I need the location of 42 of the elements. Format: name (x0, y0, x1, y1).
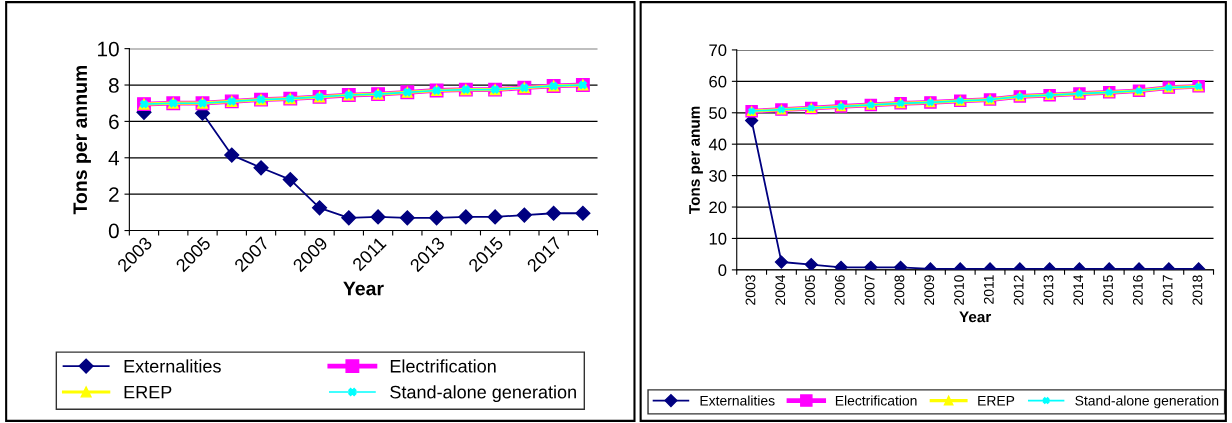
legend-label: Electrification (390, 359, 496, 373)
x-tick-label: 2005 (805, 275, 815, 305)
x-tick-label: 2015 (1103, 275, 1113, 305)
legend-label: EREP (978, 395, 1015, 406)
y-axis-title: Tons per annum (73, 65, 91, 215)
y-tick-label: 30 (709, 170, 727, 182)
y-tick-label: 10 (98, 41, 119, 57)
x-tick-label: 2009 (924, 275, 935, 305)
y-tick-label: 2 (109, 187, 119, 202)
y-axis-title: Tons per anum (689, 106, 703, 214)
y-tick-label: 6 (109, 114, 119, 130)
y-tick-label: 0 (718, 264, 727, 277)
legend-label: Externalities (124, 359, 221, 373)
x-tick-label: 2006 (834, 275, 845, 305)
x-tick-label: 2003 (745, 275, 756, 305)
x-tick-label: 2004 (775, 275, 786, 305)
legend-label: Electrification (835, 395, 917, 406)
legend-label: Externalities (700, 395, 775, 406)
x-tick-label: 2007 (864, 275, 875, 305)
legend-label: EREP (124, 385, 172, 399)
x-tick-label: 2016 (1132, 275, 1143, 305)
x-tick-label: 2010 (954, 275, 964, 305)
y-tick-label: 70 (709, 44, 727, 57)
y-tick-label: 0 (108, 223, 119, 239)
x-tick-label: 2017 (1162, 275, 1173, 305)
y-tick-label: 10 (709, 232, 727, 245)
x-tick-label: 2013 (1043, 275, 1054, 305)
x-tick-label: 2011 (983, 275, 994, 304)
y-tick-label: 20 (709, 201, 727, 214)
x-tick-label: 2012 (1013, 275, 1024, 305)
y-tick-label: 50 (709, 107, 727, 119)
legend-label: Stand-alone generation (1075, 395, 1219, 409)
legend-label: Stand-alone generation (390, 385, 576, 403)
x-tick-label: 2008 (894, 275, 905, 305)
y-tick-label: 8 (108, 78, 119, 93)
x-axis-title: Year (343, 281, 384, 296)
y-tick-label: 4 (108, 151, 120, 166)
x-tick-label: 2014 (1073, 275, 1084, 305)
x-tick-label: 2018 (1192, 275, 1203, 305)
y-tick-label: 40 (708, 138, 727, 151)
y-tick-label: 60 (709, 75, 727, 88)
x-axis-title: Year (959, 311, 992, 323)
